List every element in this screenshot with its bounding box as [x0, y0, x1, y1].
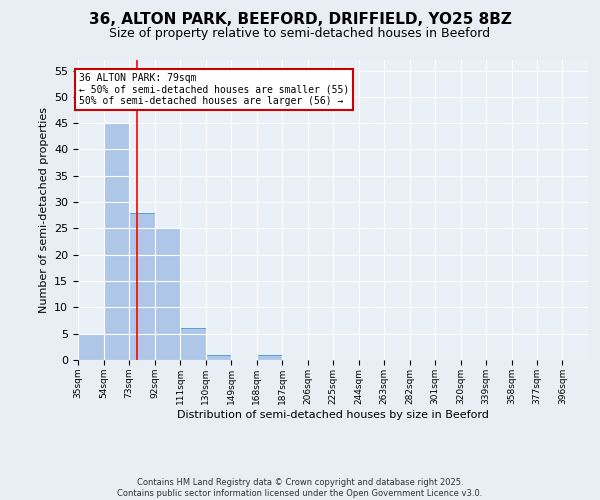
- Bar: [155, 228, 180, 360]
- Bar: [104, 123, 129, 360]
- Bar: [180, 328, 205, 360]
- Y-axis label: Number of semi-detached properties: Number of semi-detached properties: [38, 107, 49, 313]
- Bar: [205, 354, 231, 360]
- Bar: [257, 354, 282, 360]
- Bar: [78, 334, 104, 360]
- X-axis label: Distribution of semi-detached houses by size in Beeford: Distribution of semi-detached houses by …: [177, 410, 489, 420]
- Text: 36 ALTON PARK: 79sqm
← 50% of semi-detached houses are smaller (55)
50% of semi-: 36 ALTON PARK: 79sqm ← 50% of semi-detac…: [79, 73, 350, 106]
- Text: Size of property relative to semi-detached houses in Beeford: Size of property relative to semi-detach…: [109, 28, 491, 40]
- Text: 36, ALTON PARK, BEEFORD, DRIFFIELD, YO25 8BZ: 36, ALTON PARK, BEEFORD, DRIFFIELD, YO25…: [89, 12, 511, 28]
- Text: Contains HM Land Registry data © Crown copyright and database right 2025.
Contai: Contains HM Land Registry data © Crown c…: [118, 478, 482, 498]
- Bar: [129, 212, 155, 360]
